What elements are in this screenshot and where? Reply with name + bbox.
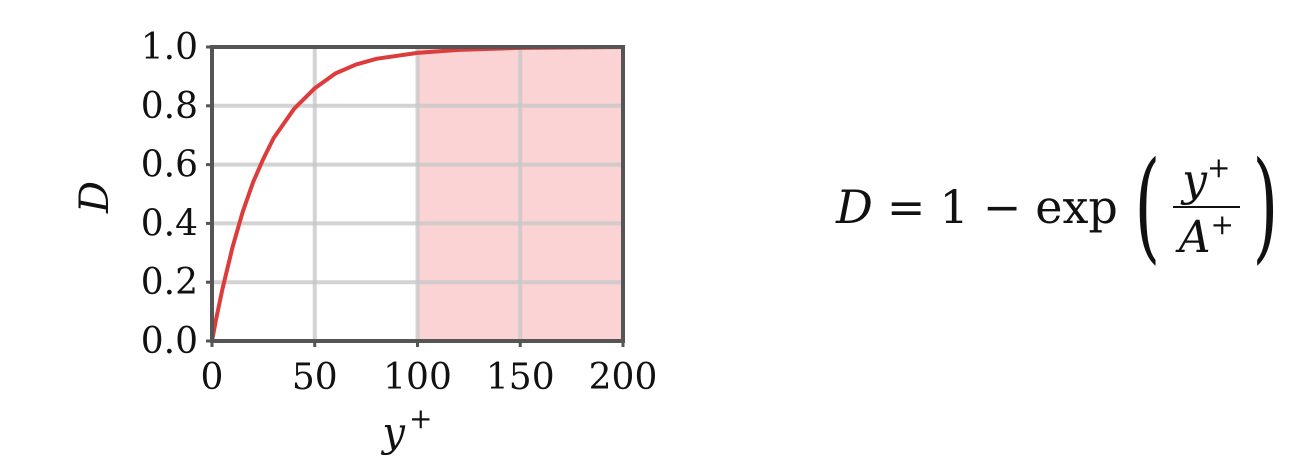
x-tick-label: 150 — [486, 357, 555, 398]
y-tick-label: 0.8 — [141, 86, 198, 127]
formula-exp: exp — [1035, 180, 1118, 234]
y-tick-label: 0.6 — [141, 145, 198, 186]
x-axis-label: y + — [380, 402, 432, 456]
formula-minus: − — [982, 180, 1022, 234]
damping-chart: 0 50 100 150 200 0.0 0.2 0.4 0.6 0.8 1.0 y + D — [72, 27, 658, 456]
y-tick-label: 1.0 — [141, 27, 198, 68]
damping-formula: D = 1 − exp ( y+ A+ ) — [836, 142, 1289, 272]
formula-one: 1 — [939, 180, 969, 234]
y-axis-label: D — [72, 181, 118, 214]
x-tick-label: 100 — [383, 357, 452, 398]
formula-equals: = — [886, 180, 926, 234]
y-tick-label: 0.4 — [141, 203, 198, 244]
series-line — [210, 45, 625, 343]
y-tick-label: 0.2 — [141, 262, 198, 303]
formula-numerator: y+ — [1182, 150, 1231, 206]
x-axis-label-var: y — [380, 410, 406, 456]
fraction-bar — [1172, 206, 1240, 208]
formula-lhs: D — [836, 180, 873, 234]
x-tick-label: 200 — [589, 357, 658, 398]
formula-denominator: A+ — [1178, 208, 1234, 263]
x-tick-label: 50 — [292, 357, 338, 398]
y-tick-label: 0.0 — [141, 321, 198, 362]
x-tick-label: 0 — [201, 357, 224, 398]
formula-left-paren: ( — [1134, 137, 1161, 276]
formula-fraction: y+ A+ — [1172, 150, 1240, 263]
x-axis-label-sup: + — [409, 402, 432, 435]
formula-right-paren: ) — [1252, 137, 1279, 276]
